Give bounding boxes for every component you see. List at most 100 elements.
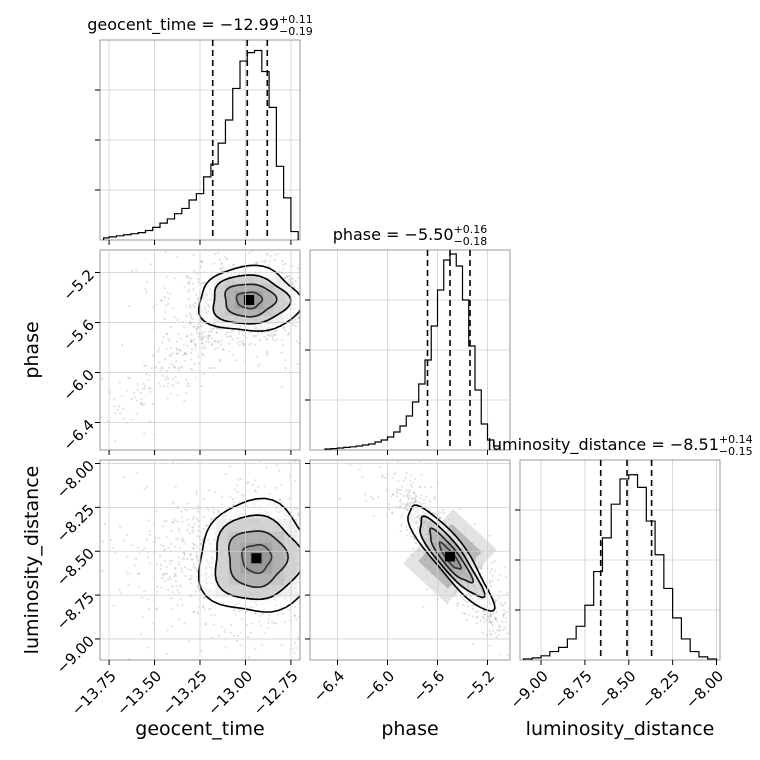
panel-geocent-time-vs-luminosity-distance-point [191,530,194,533]
panel-geocent-time-vs-luminosity-distance-point [311,577,313,579]
panel-geocent-time-vs-phase-point [265,253,268,256]
panel-geocent-time-vs-luminosity-distance-point [272,622,275,625]
ytick-label-luminosity-distance-4: −8.00 [53,457,98,502]
panel-phase-vs-luminosity-distance-point [516,633,518,635]
panel-geocent-time-vs-luminosity-distance-point [203,596,206,599]
panel-geocent-time-vs-luminosity-distance-point [313,535,315,537]
panel-phase-vs-luminosity-distance-point [493,599,496,602]
panel-geocent-time-vs-luminosity-distance-point [159,554,162,558]
panel-geocent-time-vs-phase-point [213,366,216,369]
panel-geocent-time-vs-luminosity-distance-point [188,578,191,581]
hist-phase-step [324,253,501,450]
panel-geocent-time-vs-luminosity-distance-point [302,535,304,537]
panel-geocent-time-vs-phase-point [197,333,201,336]
panel-geocent-time-vs-phase-point [173,277,176,280]
panel-phase-vs-luminosity-distance-point [482,617,485,620]
panel-geocent-time-vs-phase-point [175,360,178,363]
panel-phase-vs-luminosity-distance-point [424,486,427,489]
panel-phase-vs-luminosity-distance-point [414,541,417,544]
panel-geocent-time-vs-phase-point [185,352,189,355]
panel-phase-vs-luminosity-distance-point [381,474,384,477]
panel-geocent-time-vs-luminosity-distance-point [267,621,270,625]
panel-geocent-time-vs-phase-point [201,331,204,334]
ytick-label-luminosity-distance-3: −8.25 [53,501,98,546]
panel-geocent-time-vs-luminosity-distance-point [172,591,175,594]
panel-geocent-time-vs-luminosity-distance-point [302,580,304,582]
panel-phase-vs-luminosity-distance-point [515,638,517,640]
panel-geocent-time-vs-luminosity-distance-point [195,440,197,442]
panel-geocent-time-vs-phase-point [202,337,205,340]
panel-geocent-time-vs-phase-point [193,342,196,346]
panel-geocent-time-vs-phase-point [280,338,284,341]
panel-geocent-time-vs-luminosity-distance-point [196,556,199,559]
panel-geocent-time-vs-luminosity-distance-point [326,485,328,487]
panel-geocent-time-vs-luminosity-distance-point [258,620,261,623]
panel-geocent-time-vs-luminosity-distance-point [170,529,173,532]
panel-phase-vs-luminosity-distance-point [402,494,405,498]
panel-geocent-time-vs-phase-point [252,215,254,217]
panel-phase-vs-luminosity-distance-point [384,477,387,480]
panel-geocent-time-vs-phase-point [220,343,223,346]
panel-geocent-time-vs-luminosity-distance-point [212,623,215,626]
panel-geocent-time-vs-phase-point [210,327,214,330]
panel-geocent-time-vs-phase-point [256,261,259,264]
panel-phase-vs-luminosity-distance-point [399,530,402,533]
panel-geocent-time-vs-phase-point [202,372,206,375]
panel-geocent-time-vs-luminosity-distance-point [230,623,233,627]
panel-geocent-time-vs-luminosity-distance-point [297,512,300,515]
panel-phase-vs-luminosity-distance-point [497,596,500,599]
xtick-label-luminosity-distance-4: −8.00 [682,667,727,712]
panel-geocent-time-vs-phase-point [219,358,222,361]
panel-geocent-time-vs-phase-point [187,288,190,291]
panel-geocent-time-vs-luminosity-distance-point [259,460,262,463]
panel-geocent-time-vs-phase-point [210,337,214,340]
panel-geocent-time-vs-luminosity-distance-point [195,492,198,496]
panel-geocent-time-vs-phase-point [182,343,186,346]
panel-phase-vs-luminosity-distance-point [490,620,493,624]
panel-geocent-time-vs-luminosity-distance-point [210,518,213,521]
panel-geocent-time-vs-phase-point [273,259,276,262]
panel-phase-vs-luminosity-distance-point [413,478,416,481]
panel-geocent-time-vs-luminosity-distance-point [338,573,340,575]
panel-geocent-time-vs-phase-point [248,343,251,346]
panel-geocent-time-vs-phase-point [173,365,176,369]
panel-geocent-time-vs-phase-point [290,281,293,284]
panel-phase-vs-luminosity-distance-point [480,572,483,575]
panel-geocent-time-vs-phase-point [292,283,295,286]
panel-geocent-time-vs-phase-point [230,330,233,333]
panel-geocent-time-vs-phase-point [269,332,272,335]
panel-geocent-time-vs-phase-point [255,334,258,337]
panel-geocent-time-vs-phase-point [203,282,206,285]
panel-geocent-time-vs-luminosity-distance-point [237,500,240,504]
panel-geocent-time-vs-phase-point [184,352,187,355]
panel-geocent-time-vs-luminosity-distance-point [223,628,226,631]
panel-phase-vs-luminosity-distance-point [491,629,495,632]
panel-geocent-time-vs-luminosity-distance-point [338,528,340,530]
panel-geocent-time-vs-phase-point [145,281,149,284]
panel-geocent-time-vs-luminosity-distance-point [176,520,179,523]
panel-geocent-time-vs-luminosity-distance [92,428,340,660]
panel-geocent-time-vs-phase-point [291,323,294,326]
panel-phase-vs-luminosity-distance-point [356,440,358,442]
panel-geocent-time-vs-phase-point [288,279,291,282]
panel-geocent-time-vs-luminosity-distance-point [295,618,298,621]
panel-geocent-time-vs-phase-point [268,260,271,263]
panel-geocent-time-vs-luminosity-distance-point [237,610,241,613]
panel-phase-vs-luminosity-distance-point [392,493,395,496]
panel-geocent-time-vs-luminosity-distance-point [331,505,333,507]
panel-geocent-time-vs-luminosity-distance-point [260,643,263,646]
panel-phase-vs-luminosity-distance-point [420,494,423,497]
panel-phase-vs-luminosity-distance-point [391,476,394,479]
panel-geocent-time-vs-luminosity-distance-point [296,507,299,510]
panel-geocent-time-vs-luminosity-distance-point [92,565,94,567]
panel-geocent-time-vs-phase-point [183,352,186,355]
panel-geocent-time-vs-luminosity-distance-point [293,615,296,618]
panel-phase-vs-luminosity-distance-point [391,511,394,514]
panel-phase-vs-luminosity-distance-point [358,468,361,471]
panel-geocent-time-vs-luminosity-distance-point [186,568,189,571]
panel-geocent-time-vs-luminosity-distance-point [163,573,166,576]
panel-phase-vs-luminosity-distance-point [456,603,459,606]
panel-geocent-time-vs-phase-point [229,211,231,213]
panel-geocent-time-vs-phase-point [167,366,170,369]
panel-geocent-time-vs-luminosity-distance-point [264,428,266,430]
